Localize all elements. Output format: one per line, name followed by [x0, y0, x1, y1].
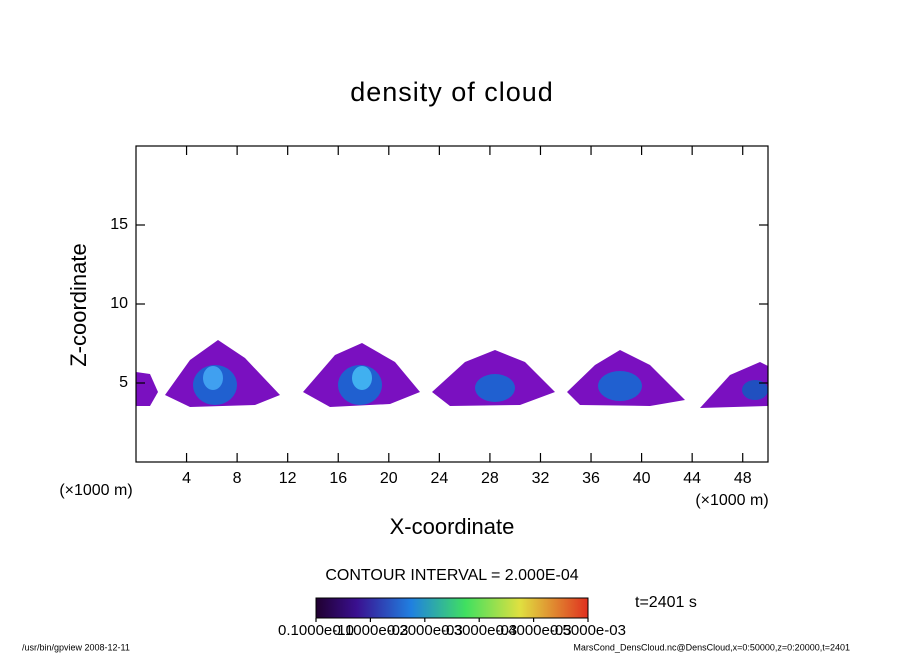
x-tick-label: 12 [279, 470, 297, 487]
colorbar-tick-label: 0.4000e-03 [496, 622, 572, 639]
x-tick-label: 20 [380, 470, 398, 487]
footer-right: MarsCond_DensCloud.nc@DensCloud,x=0:5000… [573, 642, 850, 652]
x-tick-label: 40 [633, 470, 651, 487]
plot-frame [135, 145, 769, 463]
y-tick-label: 15 [110, 216, 128, 233]
colorbar-tick-label: 0.2000e-03 [387, 622, 463, 639]
x-tick-label: 44 [683, 470, 701, 487]
y-tick-label: 10 [110, 295, 128, 312]
y-tick-label: 5 [119, 374, 128, 391]
x-unit-label: (×1000 m) [59, 482, 132, 499]
time-label: t=2401 s [635, 594, 697, 611]
chart-title: density of cloud [350, 77, 554, 107]
x-tick-label: 4 [182, 470, 191, 487]
y-axis-label: Z-coordinate [66, 243, 91, 367]
x-axis-label: X-coordinate [390, 514, 515, 539]
colorbar-tick-label: 0.1000e-03 [332, 622, 408, 639]
x-tick-label: 28 [481, 470, 499, 487]
x-unit-label: (×1000 m) [695, 492, 768, 509]
footer-left: /usr/bin/gpview 2008-12-11 [22, 642, 130, 652]
contour-field [136, 340, 768, 408]
colorbar-tick-label: 0.3000e-03 [441, 622, 517, 639]
colorbar-tick-label: 0.1000e-10 [278, 622, 354, 639]
x-tick-label: 16 [329, 470, 347, 487]
x-tick-label: 8 [233, 470, 242, 487]
x-tick-label: 24 [430, 470, 448, 487]
x-tick-label: 36 [582, 470, 600, 487]
colorbar-tick-label: 0.5000e-03 [550, 622, 626, 639]
x-tick-label: 48 [734, 470, 752, 487]
colorbar [315, 597, 589, 619]
contour-interval: CONTOUR INTERVAL = 2.000E-04 [325, 567, 578, 584]
x-tick-label: 32 [532, 470, 550, 487]
